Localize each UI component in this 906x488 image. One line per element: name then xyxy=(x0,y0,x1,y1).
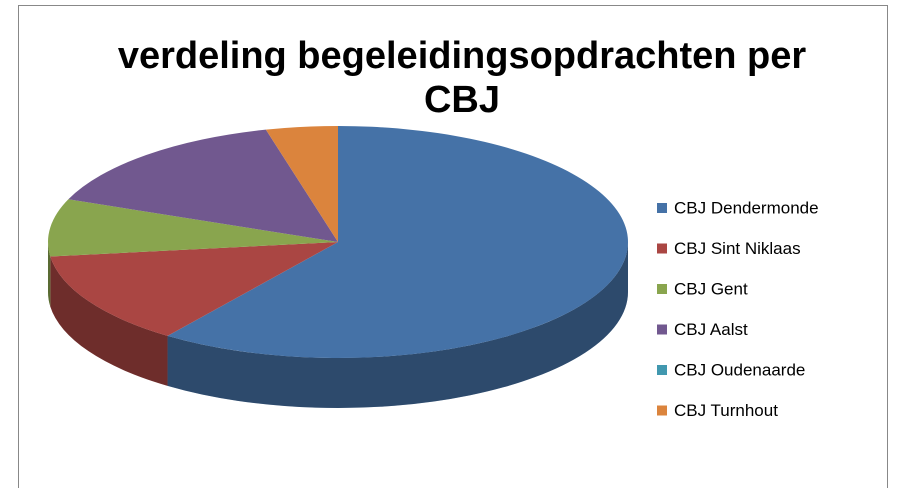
slice xyxy=(68,129,339,242)
legend-swatch xyxy=(657,284,667,294)
legend-label: CBJ Turnhout xyxy=(674,401,778,420)
legend-swatch xyxy=(657,365,667,375)
slice xyxy=(50,242,338,336)
legend-swatch xyxy=(657,243,667,254)
slice-side xyxy=(50,256,168,386)
legend-swatch xyxy=(657,405,667,416)
chart-frame xyxy=(18,5,888,488)
slice xyxy=(265,126,338,242)
legend-label: CBJ Gent xyxy=(674,279,748,298)
slice-side xyxy=(167,242,628,408)
legend-label: CBJ Aalst xyxy=(674,320,748,339)
slice xyxy=(167,126,628,358)
slice-side-shade xyxy=(167,242,628,408)
legend-label: CBJ Dendermonde xyxy=(674,198,819,217)
slice-side-shade xyxy=(48,242,51,307)
legend-label: CBJ Oudenaarde xyxy=(674,360,805,379)
legend-swatch xyxy=(657,324,667,335)
slice-side-shade xyxy=(50,256,168,386)
chart-title: verdeling begeleidingsopdrachten per CBJ xyxy=(117,35,807,121)
slice-side xyxy=(48,242,51,307)
slice xyxy=(47,199,338,257)
legend-swatch xyxy=(657,203,667,213)
legend-label: CBJ Sint Niklaas xyxy=(674,239,801,258)
